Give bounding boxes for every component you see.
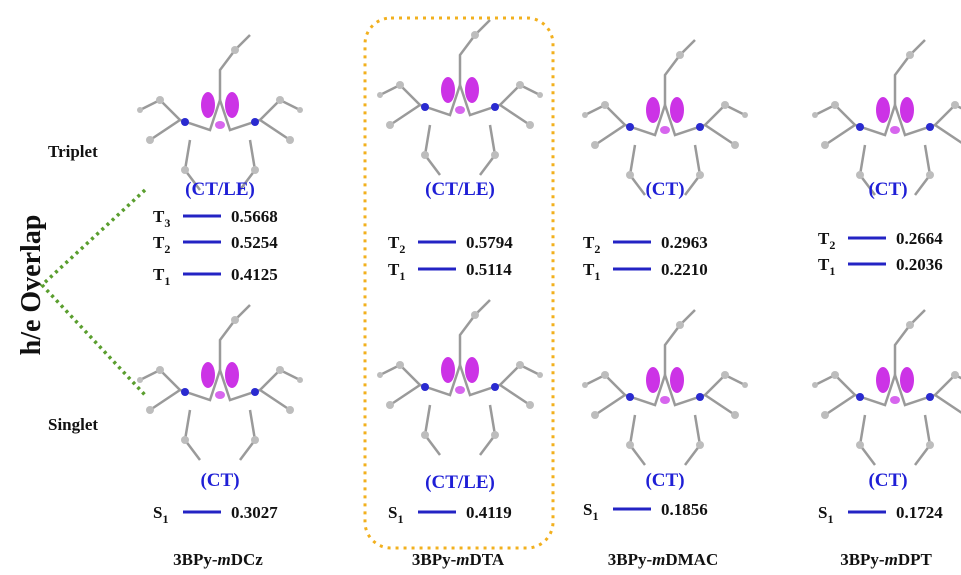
transition-type: (CT): [645, 179, 684, 200]
state-index: 1: [164, 274, 170, 288]
bracket: [39, 188, 147, 397]
molecule-name: 3BPy-mDTA: [412, 550, 505, 569]
state-label: T1: [388, 260, 405, 283]
state-letter: T: [388, 260, 400, 279]
state-label: T1: [153, 265, 170, 288]
state-label: T2: [583, 233, 600, 256]
state-index: 2: [399, 242, 405, 256]
level-value: 0.2664: [896, 229, 943, 248]
name-italic: m: [218, 550, 231, 569]
state-index: 2: [829, 238, 835, 252]
transition-type: (CT/LE): [425, 179, 495, 200]
molecule-image: [375, 298, 545, 457]
name-suffix: DMAC: [665, 550, 718, 569]
state-label: T2: [388, 233, 405, 256]
state-letter: S: [153, 503, 162, 522]
state-index: 1: [162, 512, 168, 526]
state-letter: T: [818, 255, 830, 274]
state-letter: S: [818, 503, 827, 522]
axis-label: h/e Overlap: [16, 215, 47, 356]
state-index: 2: [164, 242, 170, 256]
state-index: 1: [829, 264, 835, 278]
name-prefix: 3BPy-: [608, 550, 653, 569]
molecule-name: 3BPy-mDPT: [840, 550, 932, 569]
transition-type: (CT): [200, 470, 239, 491]
level-value: 0.5114: [466, 260, 512, 279]
level-value: 0.5668: [231, 207, 278, 226]
row-label: Singlet: [48, 415, 98, 434]
molecule-image: [135, 303, 305, 462]
state-letter: T: [583, 260, 595, 279]
state-letter: T: [153, 207, 165, 226]
state-letter: T: [153, 233, 165, 252]
level-value: 0.4125: [231, 265, 278, 284]
level-value: 0.1724: [896, 503, 943, 522]
transition-type: (CT/LE): [185, 179, 255, 200]
name-suffix: DCz: [231, 550, 264, 569]
state-label: T1: [583, 260, 600, 283]
transition-type: (CT): [645, 470, 684, 491]
level-value: 0.2036: [896, 255, 943, 274]
state-index: 2: [594, 242, 600, 256]
level-value: 0.5794: [466, 233, 513, 252]
level-value: 0.2210: [661, 260, 708, 279]
state-label: S1: [583, 500, 598, 523]
molecule-image: [810, 38, 961, 197]
highlight-box: [363, 16, 555, 550]
transition-type: (CT): [868, 470, 907, 491]
state-index: 1: [592, 509, 598, 523]
molecule-image: [580, 308, 750, 467]
state-letter: S: [388, 503, 397, 522]
name-prefix: 3BPy-: [173, 550, 218, 569]
molecule-name: 3BPy-mDMAC: [608, 550, 719, 569]
state-letter: S: [583, 500, 592, 519]
state-label: T2: [153, 233, 170, 256]
name-italic: m: [456, 550, 469, 569]
state-letter: T: [388, 233, 400, 252]
level-value: 0.5254: [231, 233, 278, 252]
level-value: 0.4119: [466, 503, 512, 522]
name-italic: m: [885, 550, 898, 569]
level-value: 0.2963: [661, 233, 708, 252]
state-letter: T: [583, 233, 595, 252]
molecule-image: [580, 38, 750, 197]
state-letter: T: [818, 229, 830, 248]
name-suffix: DTA: [469, 550, 504, 569]
state-letter: T: [153, 265, 165, 284]
state-label: S1: [153, 503, 168, 526]
state-label: S1: [818, 503, 833, 526]
state-index: 1: [594, 269, 600, 283]
name-prefix: 3BPy-: [840, 550, 885, 569]
molecule-image: [375, 18, 545, 177]
transition-type: (CT): [868, 179, 907, 200]
molecule-image: [810, 308, 961, 467]
molecule-image: [135, 33, 305, 192]
row-label: Triplet: [48, 142, 98, 161]
state-index: 1: [399, 269, 405, 283]
name-suffix: DPT: [898, 550, 933, 569]
level-value: 0.3027: [231, 503, 278, 522]
state-index: 3: [164, 216, 170, 230]
state-index: 1: [397, 512, 403, 526]
transition-type: (CT/LE): [425, 472, 495, 493]
state-label: T1: [818, 255, 835, 278]
name-italic: m: [652, 550, 665, 569]
state-index: 1: [827, 512, 833, 526]
state-label: S1: [388, 503, 403, 526]
name-prefix: 3BPy-: [412, 550, 457, 569]
state-label: T3: [153, 207, 170, 230]
molecule-name: 3BPy-mDCz: [173, 550, 263, 569]
state-label: T2: [818, 229, 835, 252]
level-value: 0.1856: [661, 500, 708, 519]
